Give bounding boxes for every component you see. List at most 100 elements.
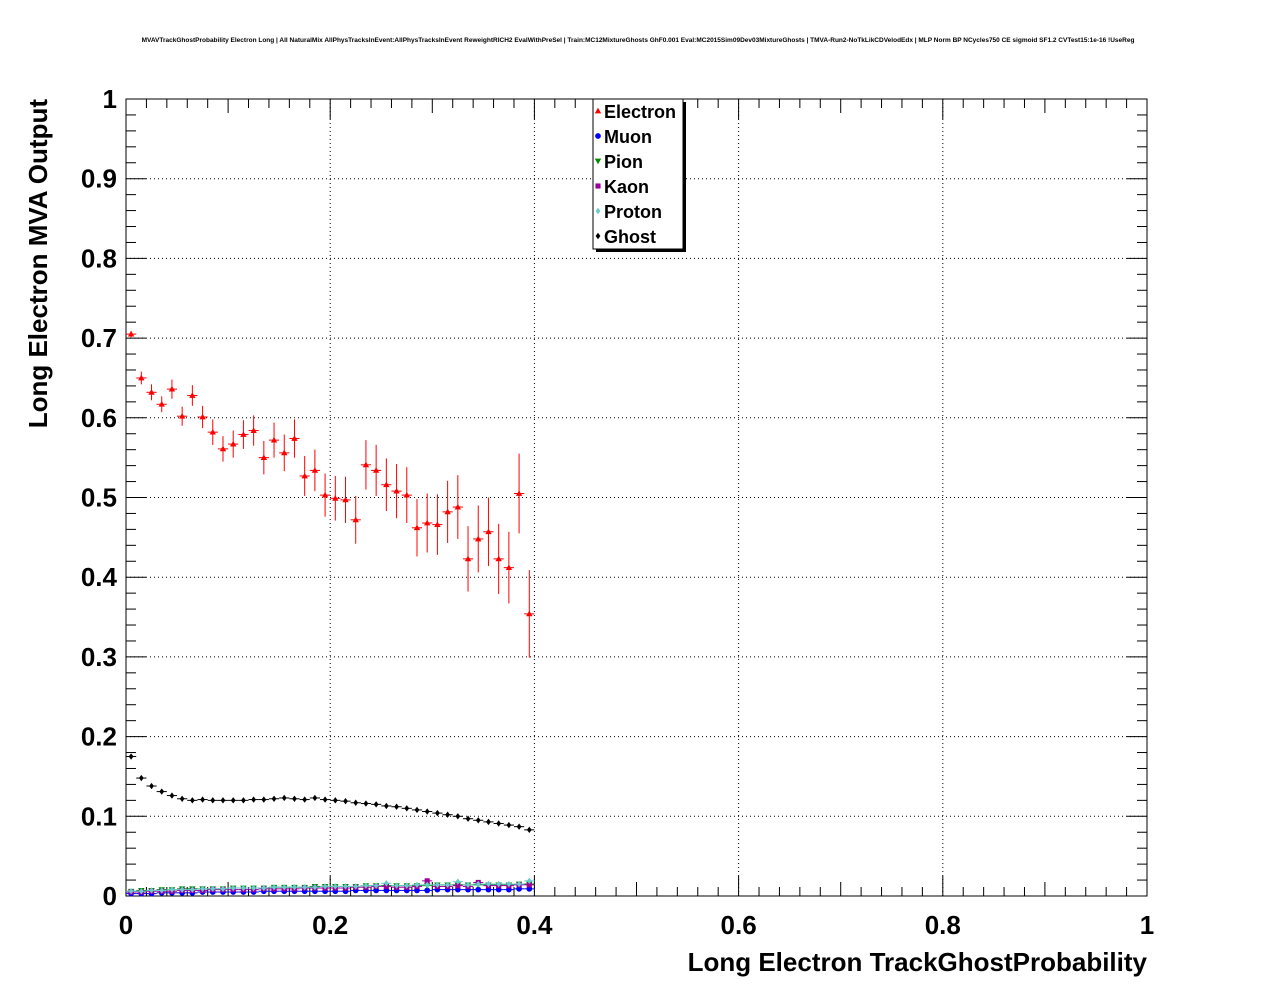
series-ghost	[126, 753, 535, 834]
data-point	[445, 811, 451, 818]
data-point	[373, 882, 379, 889]
data-point	[496, 880, 502, 888]
data-point	[158, 401, 165, 407]
data-point	[486, 818, 491, 826]
x-tick-label: 0.4	[516, 910, 553, 940]
data-point	[424, 808, 430, 815]
data-point	[281, 794, 287, 802]
data-point	[230, 440, 237, 447]
data-point	[353, 883, 359, 890]
data-point	[127, 330, 135, 337]
data-point	[292, 795, 297, 802]
data-point	[475, 817, 481, 824]
data-point	[138, 374, 145, 381]
legend-entry: Kaon	[604, 177, 649, 197]
data-point	[404, 805, 410, 812]
data-point	[475, 886, 482, 893]
data-point	[414, 881, 420, 889]
data-point	[219, 445, 227, 452]
data-point	[526, 882, 532, 888]
legend-marker	[595, 133, 601, 139]
data-point	[394, 803, 399, 810]
data-point	[189, 797, 195, 804]
data-point	[251, 796, 257, 803]
y-tick-label: 0.6	[81, 403, 117, 433]
data-point	[435, 809, 440, 817]
data-point	[169, 792, 175, 799]
data-point	[444, 508, 451, 515]
data-point	[454, 503, 462, 510]
data-point	[423, 519, 431, 526]
y-tick-label: 0.8	[81, 243, 117, 273]
data-point	[424, 881, 430, 889]
data-point	[424, 878, 430, 884]
y-tick-label: 0.1	[81, 801, 117, 831]
data-point	[363, 800, 369, 807]
data-point	[404, 882, 410, 889]
plot-title: MVAVTrackGhostProbability Electron Long …	[141, 37, 1135, 44]
data-point	[403, 491, 410, 498]
data-point	[189, 392, 196, 398]
y-tick-label: 0.7	[81, 323, 117, 353]
data-point	[220, 885, 226, 893]
data-marks	[126, 330, 535, 897]
x-tick-label: 0.8	[925, 910, 961, 940]
data-point	[312, 884, 318, 891]
data-point	[435, 881, 440, 889]
data-point	[455, 813, 461, 820]
y-axis-label: Long Electron MVA Output	[23, 99, 53, 429]
data-point	[526, 610, 533, 617]
data-point	[251, 884, 257, 892]
axis-ticks	[125, 98, 1148, 897]
data-point	[149, 887, 154, 894]
data-point	[281, 449, 288, 456]
data-point	[393, 487, 400, 494]
data-point	[271, 884, 277, 891]
legend-entry: Electron	[604, 102, 676, 122]
data-point	[496, 820, 502, 827]
data-point	[261, 796, 267, 803]
data-point	[332, 797, 338, 804]
data-point	[138, 774, 144, 782]
x-axis-label: Long Electron TrackGhostProbability	[688, 947, 1148, 977]
y-tick-label: 1	[103, 84, 117, 114]
legend-marker	[595, 207, 601, 215]
data-point	[485, 528, 492, 535]
data-point	[352, 516, 359, 523]
legend-entry: Ghost	[604, 227, 656, 247]
legend-box	[592, 98, 684, 250]
data-point	[343, 797, 348, 805]
data-point	[281, 884, 287, 891]
data-point	[311, 467, 319, 473]
data-point	[516, 880, 522, 888]
data-point	[506, 821, 512, 829]
data-point	[301, 472, 308, 479]
y-tick-label: 0.3	[81, 642, 117, 672]
data-point	[261, 884, 267, 892]
data-point	[271, 795, 277, 802]
data-point	[383, 802, 389, 810]
data-point	[230, 797, 236, 804]
data-point	[292, 884, 297, 891]
data-point	[515, 490, 523, 496]
data-point	[209, 428, 216, 435]
data-point	[414, 806, 420, 814]
x-tick-label: 0.6	[721, 910, 757, 940]
data-point	[332, 883, 338, 890]
legend-entry: Muon	[604, 127, 652, 147]
data-point	[179, 886, 185, 893]
data-point	[210, 885, 216, 893]
data-point	[465, 815, 471, 822]
data-point	[526, 826, 532, 834]
data-point	[230, 884, 236, 892]
data-point	[169, 886, 175, 893]
data-point	[199, 413, 206, 420]
data-point	[455, 883, 461, 889]
x-tick-label: 0	[119, 910, 133, 940]
legend-marker	[594, 107, 602, 114]
data-point	[241, 884, 246, 892]
data-point	[465, 881, 471, 889]
data-point	[168, 385, 176, 392]
y-tick-label: 0.9	[81, 164, 117, 194]
data-point	[322, 883, 328, 890]
